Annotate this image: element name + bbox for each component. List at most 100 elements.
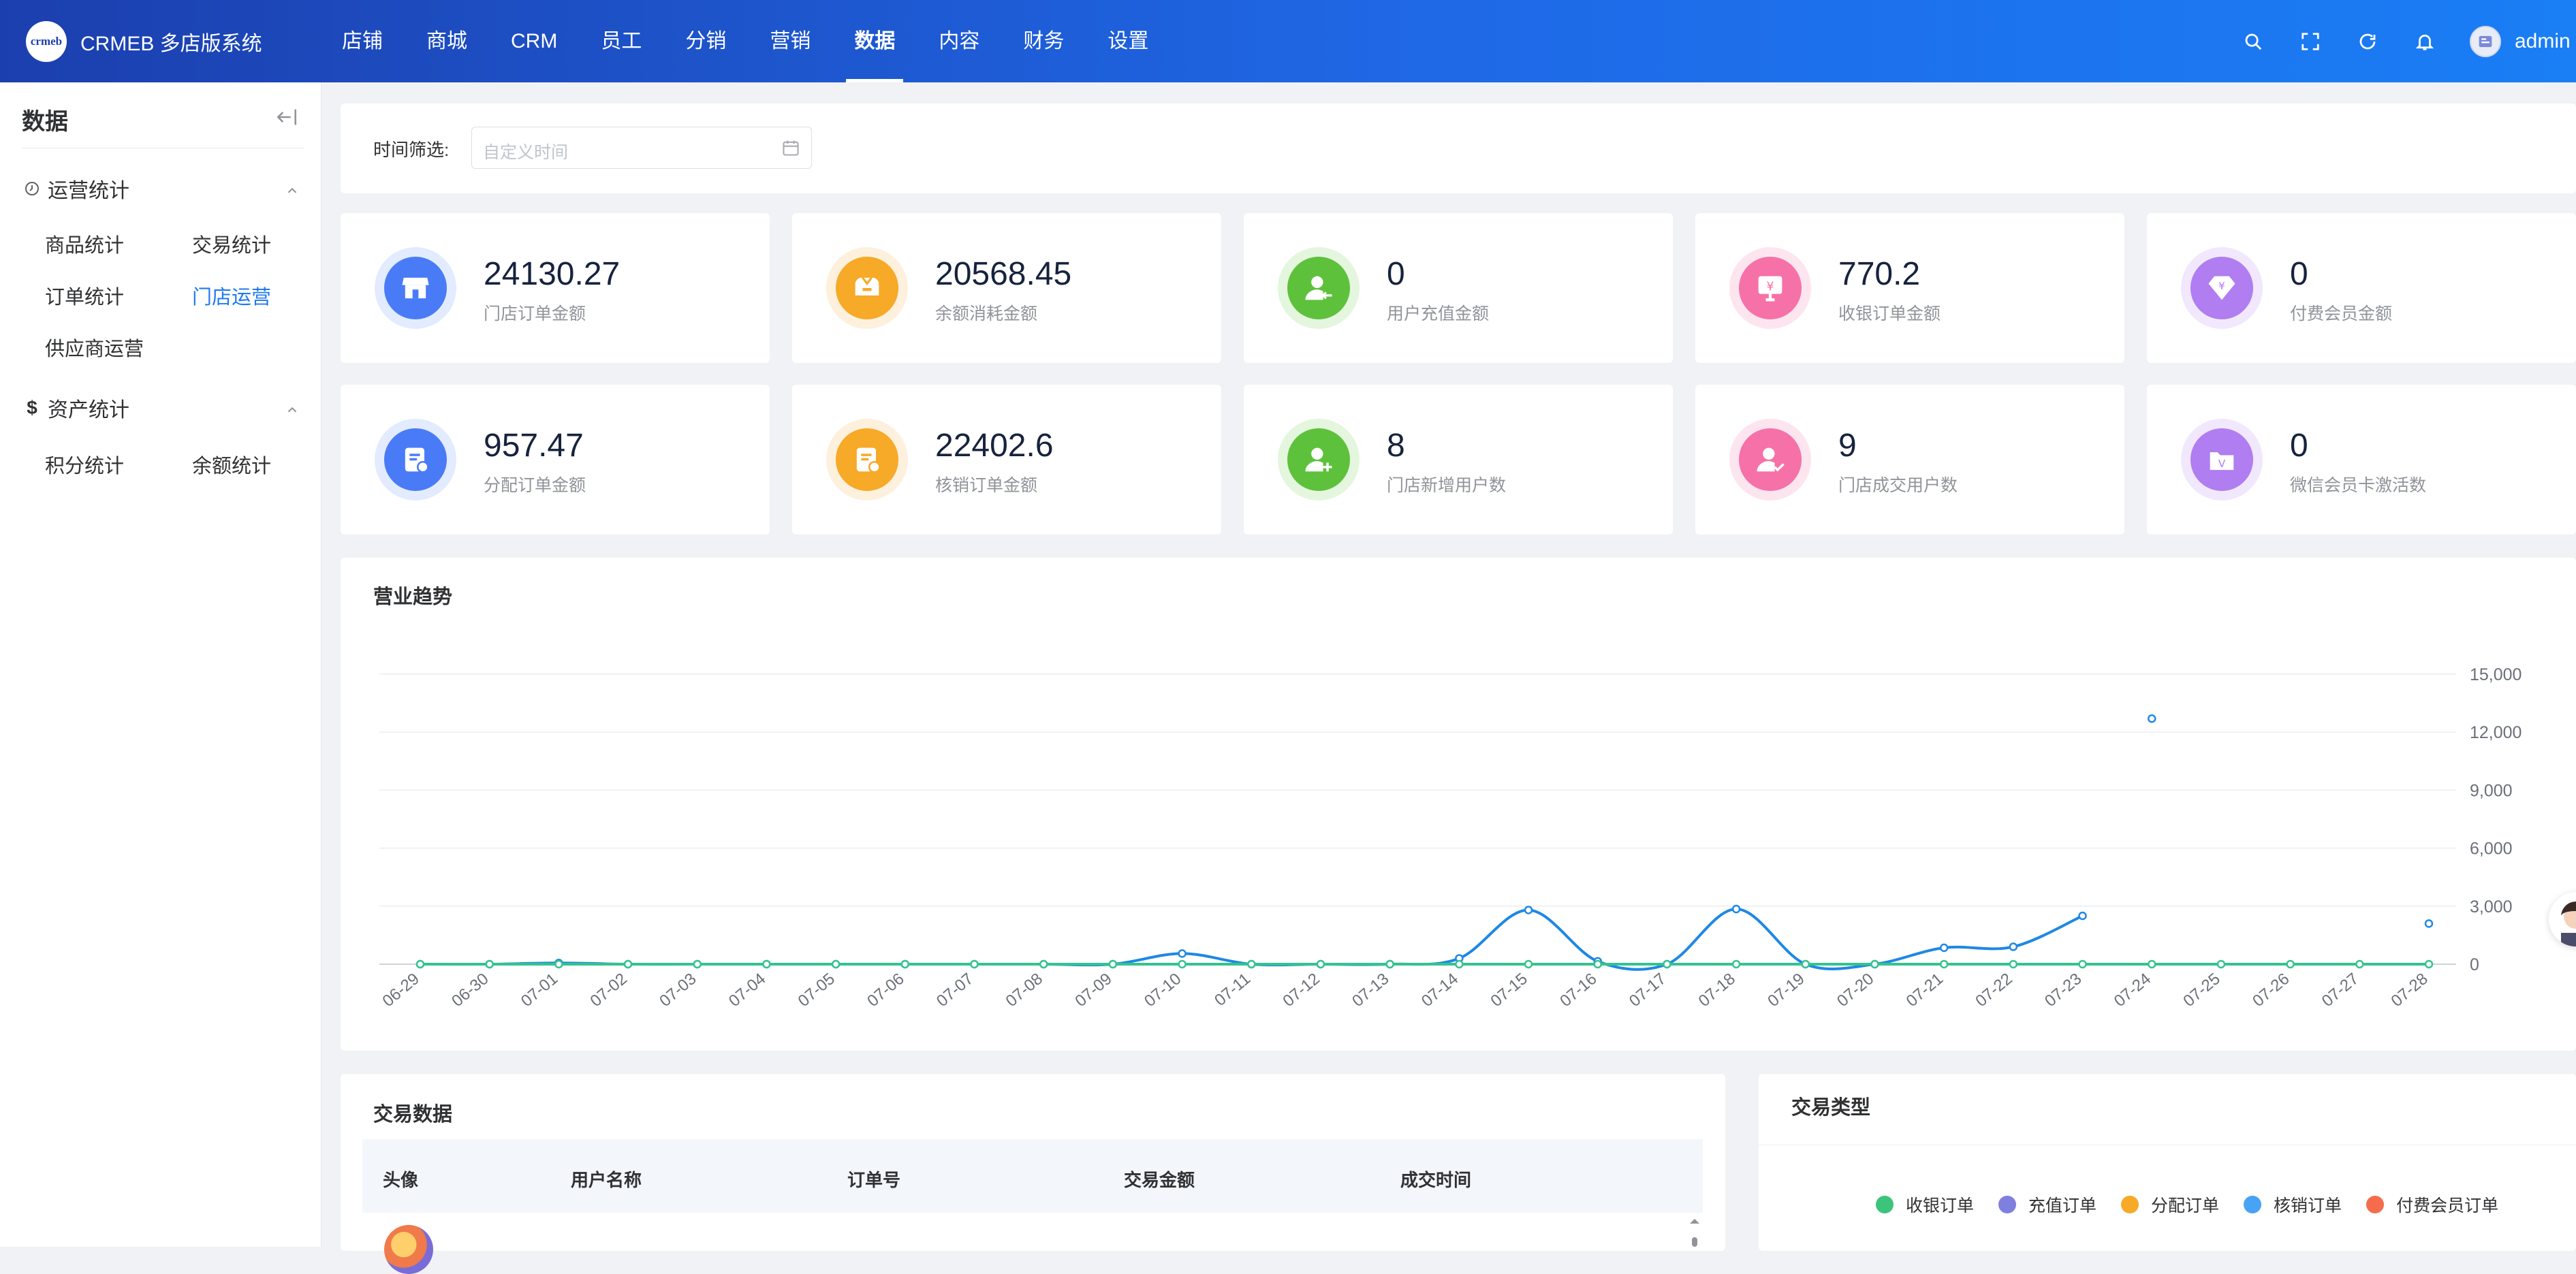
stat-value: 9: [1838, 428, 1857, 464]
nav-item[interactable]: 分销: [685, 30, 727, 52]
stat-card: 24130.27 门店订单金额: [341, 213, 770, 363]
data-point: [415, 959, 425, 969]
clock-icon: [22, 180, 42, 197]
sidebar-item-order-stats[interactable]: 订单统计: [45, 287, 125, 308]
fullscreen-icon[interactable]: [2282, 0, 2339, 82]
assign-order-icon: [384, 428, 447, 491]
sidebar-group-assets[interactable]: $ 资产统计: [22, 387, 300, 428]
legend-item[interactable]: 充值订单: [1998, 1192, 2096, 1217]
stat-value: 0: [1387, 256, 1405, 292]
user-check-icon: [1739, 428, 1802, 491]
top-navigation-bar: crmeb CRMEB 多店版系统 店铺 商城 CRM 员工 分销 营销 数据 内容 财务 设置 …: [0, 0, 2576, 82]
vip-diamond-icon: ¥: [2190, 257, 2253, 319]
nav-item[interactable]: 营销: [770, 30, 811, 52]
legend-item[interactable]: 核销订单: [2244, 1192, 2342, 1217]
sidebar-item-balance-stats[interactable]: 余额统计: [192, 456, 272, 477]
stat-value: 957.47: [484, 428, 584, 464]
stat-icon-ring: ¥: [1729, 247, 1811, 329]
y-tick-label: 0: [2470, 955, 2479, 974]
stat-label: 用户充值金额: [1387, 304, 1490, 323]
stat-card: 957.47 分配订单金额: [341, 385, 770, 535]
collapse-sidebar-icon[interactable]: [275, 107, 298, 131]
transactions-table-header: 头像 用户名称 订单号 交易金额 成交时间: [362, 1139, 1703, 1213]
data-point: [1731, 959, 1741, 969]
x-tick-label: 07-06: [864, 970, 907, 1010]
data-point: [1939, 959, 1949, 969]
x-tick-label: 07-16: [1556, 970, 1600, 1010]
x-tick-label: 07-20: [1834, 970, 1877, 1010]
x-tick-label: 07-03: [656, 970, 700, 1010]
nav-item[interactable]: 员工: [601, 30, 642, 52]
user-name[interactable]: admin: [2515, 29, 2571, 52]
x-tick-label: 07-05: [795, 970, 838, 1010]
chevron-up-icon[interactable]: [285, 180, 300, 204]
legend-label: 核销订单: [2274, 1196, 2342, 1215]
nav-item[interactable]: 商城: [426, 30, 467, 52]
nav-item[interactable]: 设置: [1108, 30, 1149, 52]
verify-order-icon: [836, 428, 898, 491]
x-tick-label: 07-08: [1003, 970, 1046, 1010]
legend-dot: [2244, 1196, 2262, 1213]
calendar-icon: [781, 138, 800, 161]
stat-card: ¥0 付费会员金额: [2147, 213, 2576, 363]
x-tick-label: 07-27: [2319, 970, 2362, 1010]
sidebar-item-trade-stats[interactable]: 交易统计: [192, 235, 272, 257]
brand[interactable]: crmeb CRMEB 多店版系统: [0, 20, 320, 62]
nav-item[interactable]: CRM: [511, 30, 558, 52]
chevron-up-icon[interactable]: [285, 400, 300, 423]
data-point: [2216, 959, 2226, 969]
sidebar-title: 数据: [22, 109, 68, 135]
col-user-name: 用户名称: [571, 1170, 642, 1190]
data-point: [1178, 959, 1187, 969]
data-point: [970, 959, 979, 969]
refresh-icon[interactable]: [2339, 0, 2396, 82]
legend-item[interactable]: 分配订单: [2121, 1192, 2219, 1217]
sidebar-item-product-stats[interactable]: 商品统计: [45, 235, 125, 257]
search-icon[interactable]: [2225, 0, 2282, 82]
legend-label: 收银订单: [1906, 1196, 1975, 1215]
member-card-icon: V: [2190, 428, 2253, 491]
legend-item[interactable]: 收银订单: [1876, 1192, 1974, 1217]
stat-icon-ring: [1729, 419, 1811, 500]
sidebar-item-supplier-operations[interactable]: 供应商运营: [45, 338, 144, 360]
stat-label: 门店订单金额: [484, 304, 586, 323]
sidebar-group-operations[interactable]: 运营统计: [22, 168, 300, 209]
data-point: [1731, 904, 1741, 914]
y-tick-label: 12,000: [2470, 723, 2522, 742]
bell-icon[interactable]: [2396, 0, 2453, 82]
time-filter-card: 时间筛选: 自定义时间: [341, 103, 2576, 193]
nav-item[interactable]: 数据: [832, 0, 917, 82]
data-point: [2078, 911, 2087, 921]
x-tick-label: 07-12: [1279, 970, 1323, 1010]
col-deal-time: 成交时间: [1400, 1170, 1472, 1190]
nav-item[interactable]: 内容: [939, 30, 980, 52]
legend-item[interactable]: 付费会员订单: [2366, 1192, 2498, 1217]
user-add-icon: [1287, 428, 1350, 491]
x-tick-label: 07-21: [1903, 970, 1947, 1010]
nav-item[interactable]: 店铺: [342, 30, 383, 52]
stat-value: 770.2: [1838, 256, 1921, 292]
stat-label: 收银订单金额: [1838, 304, 1941, 323]
user-avatar[interactable]: [2470, 25, 2501, 57]
custom-time-picker[interactable]: 自定义时间: [471, 127, 812, 169]
legend-label: 付费会员订单: [2396, 1196, 2499, 1215]
x-tick-label: 07-22: [1972, 970, 2015, 1010]
sidebar-item-store-operations[interactable]: 门店运营: [192, 287, 272, 308]
stat-label: 门店成交用户数: [1838, 476, 1958, 495]
transaction-type-card: 交易类型 收银订单 充值订单 分配订单 核销订单 付费会员订单: [1759, 1074, 2576, 1251]
svg-text:¥: ¥: [1766, 280, 1774, 293]
data-point: [2355, 959, 2364, 969]
data-point: [2078, 959, 2087, 969]
sidebar-item-points-stats[interactable]: 积分统计: [45, 456, 125, 477]
data-point: [1939, 943, 1949, 953]
stat-icon-ring: [375, 419, 456, 500]
svg-text:V: V: [2218, 458, 2226, 470]
nav-item[interactable]: 财务: [1023, 30, 1065, 52]
stat-label: 付费会员金额: [2290, 304, 2393, 323]
customer-service-avatar[interactable]: [2549, 892, 2576, 946]
data-point: [1524, 906, 1533, 914]
dollar-icon: $: [27, 397, 37, 418]
scrollbar[interactable]: [1687, 1217, 1702, 1250]
business-trend-card: 营业趋势 0 3,000 6,000 9,000 12,000 15,000 06-29 06…: [341, 558, 2576, 1051]
wallet-icon: [836, 257, 898, 319]
